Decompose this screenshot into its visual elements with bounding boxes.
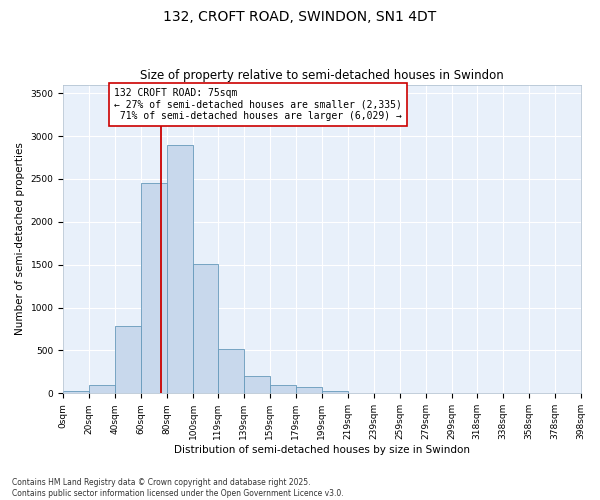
Bar bbox=[244, 376, 270, 394]
Title: Size of property relative to semi-detached houses in Swindon: Size of property relative to semi-detach… bbox=[140, 69, 504, 82]
Bar bbox=[141, 183, 167, 394]
Bar bbox=[89, 385, 115, 394]
Bar bbox=[296, 388, 322, 394]
Text: 132, CROFT ROAD, SWINDON, SN1 4DT: 132, CROFT ROAD, SWINDON, SN1 4DT bbox=[163, 10, 437, 24]
Text: 132 CROFT ROAD: 75sqm
← 27% of semi-detached houses are smaller (2,335)
 71% of : 132 CROFT ROAD: 75sqm ← 27% of semi-deta… bbox=[114, 88, 402, 121]
Bar bbox=[63, 391, 89, 394]
Bar bbox=[167, 144, 193, 394]
X-axis label: Distribution of semi-detached houses by size in Swindon: Distribution of semi-detached houses by … bbox=[174, 445, 470, 455]
Bar bbox=[115, 326, 141, 394]
Bar bbox=[322, 391, 348, 394]
Y-axis label: Number of semi-detached properties: Number of semi-detached properties bbox=[15, 142, 25, 336]
Bar bbox=[193, 264, 218, 394]
Bar bbox=[270, 385, 296, 394]
Text: Contains HM Land Registry data © Crown copyright and database right 2025.
Contai: Contains HM Land Registry data © Crown c… bbox=[12, 478, 344, 498]
Bar bbox=[218, 348, 244, 394]
